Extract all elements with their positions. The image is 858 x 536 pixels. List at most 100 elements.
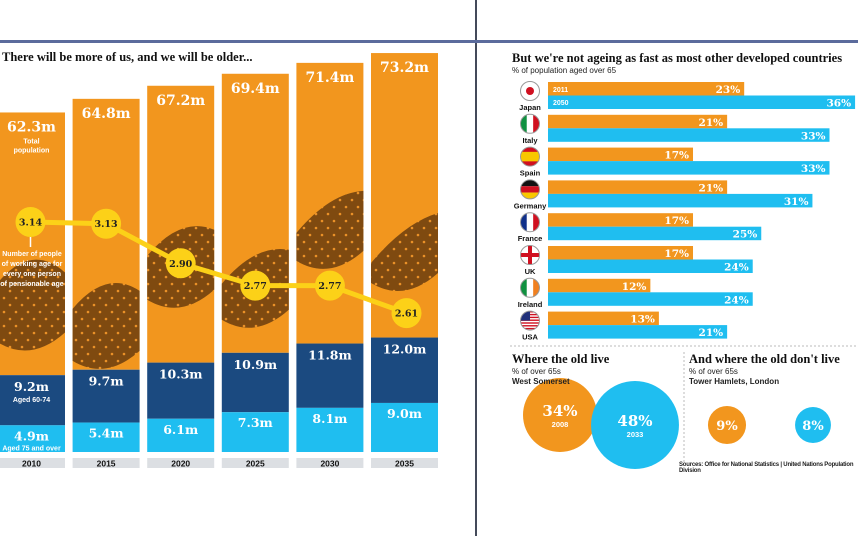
total-label: 67.2m [156,93,205,109]
total-caption: Total [23,138,39,145]
bar-total-population [147,85,215,363]
bar-2011 [548,114,728,129]
page-divider-vertical [475,0,477,536]
bar-2011 [548,311,659,326]
ratio-caption: Number of people [2,251,62,258]
ratio-point [391,298,422,329]
bubble-year: 2008 [552,420,569,429]
bar-2050 [548,226,762,241]
bar-2011 [548,82,745,96]
bar-2050 [548,325,728,339]
country-label: Spain [520,169,541,178]
aged-60-74-label: 12.0m [383,342,427,357]
country-label: France [518,234,543,243]
total-caption: population [14,147,50,154]
aged-60-74-label: 9.2m [14,379,49,394]
year-label: 2030 [320,459,339,469]
country-label: Germany [514,201,547,210]
bar-2050 [548,161,830,175]
aged-75-label: 5.4m [89,426,124,441]
bubble-value: 34% [542,402,577,420]
legend-2011: 2011 [553,87,568,94]
bar-2050 [548,128,830,142]
bar-total-population [371,53,438,338]
value-2050: 25% [733,229,758,241]
bar-aged-60-74 [72,369,140,423]
ratio-point [314,270,345,301]
ratio-label: 2.90 [169,259,193,270]
ratio-label: 3.13 [95,219,118,230]
year-label-bg [296,458,364,468]
year-label-bg [0,458,65,468]
value-2011: 17% [664,215,689,227]
aged-60-74-label: 10.3m [159,367,203,382]
right-chart-subtitle: % of population aged over 65 [512,66,617,75]
country-label: Italy [522,136,538,145]
bar-2050 [548,292,753,306]
country-label: USA [522,333,538,342]
france-flag-icon [520,212,540,233]
ratio-label: 2.61 [395,309,418,320]
bubbles-left-place: West Somerset [512,377,570,386]
value-2011: 17% [664,150,689,162]
country-label: Ireland [518,300,543,309]
bubble-value: 9% [716,419,738,434]
year-label-bg [371,458,438,468]
bubble [795,407,831,443]
value-2050: 24% [724,262,749,274]
bar-2011 [548,180,728,194]
aged-75-label: 7.3m [238,415,273,430]
bar-aged-75-over [296,407,364,452]
ratio-caption: of pensionable age [0,281,64,288]
bubbles-right-place: Tower Hamlets, London [689,377,780,386]
sources: Sources: Office for National Statistics … [679,462,854,474]
value-2050: 21% [699,327,724,339]
bubble [707,405,747,445]
bubble-year: 2033 [627,430,644,439]
photo-texture [371,213,438,292]
legend-2050: 2050 [553,100,569,107]
aged-60-74-label: 9.7m [89,374,124,389]
bar-aged-60-74 [147,362,215,419]
bar-2011 [548,246,694,260]
ratio-label: 3.14 [19,218,43,229]
photo-texture [296,190,364,269]
ratio-point [165,248,196,279]
total-label: 73.2m [380,60,429,76]
bar-aged-75-over [72,422,140,452]
ratio-caption: of working age for [2,261,63,268]
bubbles-right-sub: % of over 65s [689,367,738,376]
page-divider-horizontal [0,40,858,43]
value-2011: 12% [622,281,647,293]
ireland-flag-icon [520,277,540,298]
bar-2050 [548,259,753,273]
ratio-caption: every one person [3,271,61,278]
photo-texture [72,283,140,369]
usa-flag-icon [520,310,540,331]
value-2050: 36% [826,98,851,110]
value-2011: 17% [664,248,689,260]
total-label: 69.4m [231,81,280,97]
country-chart: 23% 36% 2011 2050 Japan 21% 33% Italy 17% 33% Spai… [510,81,858,469]
bar-aged-60-74 [371,337,438,403]
aged-60-74-label: 10.9m [233,357,277,372]
left-chart-title: There will be more of us, and we will be… [2,50,253,64]
bar-aged-60-74 [221,352,289,413]
uk-flag-icon [520,245,540,265]
italy-flag-icon [520,113,540,134]
bubbles-left-title: Where the old live [512,352,610,366]
aged-60-74-caption: Aged 60-74 [13,397,50,404]
country-label: Japan [519,103,541,112]
aged-75-label: 8.1m [312,411,347,426]
right-chart-title: But we're not ageing as fast as most oth… [512,51,843,65]
value-2011: 13% [630,314,655,326]
bubble-value: 48% [617,412,652,430]
bar-aged-75-over [371,402,438,452]
ratio-label: 2.77 [244,281,267,292]
bar-2050 [548,193,813,208]
value-2050: 33% [801,130,826,142]
aged-75-label: 9.0m [387,406,422,421]
bubble-value: 8% [802,419,824,434]
bar-aged-75-over [221,412,289,452]
spain-flag-icon [520,146,540,167]
